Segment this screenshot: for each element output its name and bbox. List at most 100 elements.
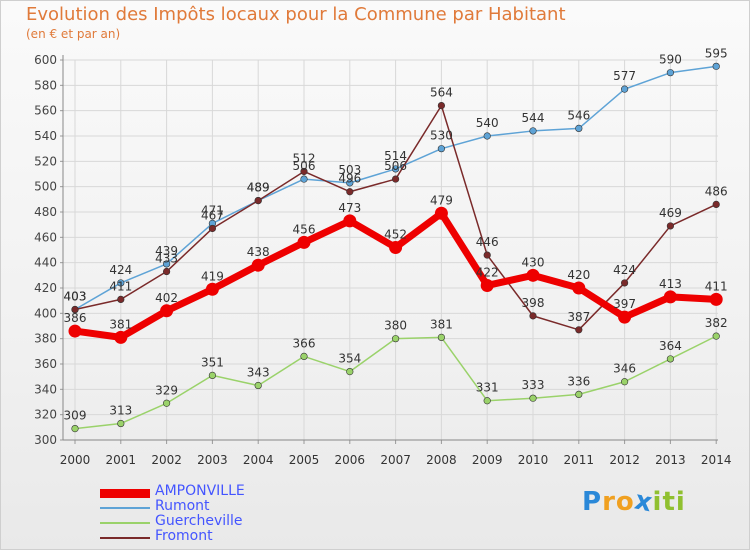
data-label-fromont: 489 [247,181,270,195]
data-label-fromont: 496 [338,172,361,186]
x-tick-label: 2000 [60,453,91,467]
data-point-amponville [663,290,677,304]
data-point-guercheville [254,381,262,390]
data-point-amponville [68,324,82,338]
data-label-amponville: 402 [155,291,178,305]
data-point-fromont [117,295,125,304]
data-label-rumont: 514 [384,149,407,163]
data-point-guercheville [666,355,675,363]
data-label-rumont: 540 [476,116,499,130]
data-point-rumont [575,124,583,132]
data-point-amponville [572,281,586,295]
legend-swatch [100,488,150,498]
data-point-rumont [483,132,491,140]
data-label-amponville: 420 [567,268,590,282]
x-tick-label: 2007 [380,453,411,467]
data-label-fromont: 387 [567,310,590,324]
data-label-fromont: 486 [705,184,728,198]
data-point-guercheville [117,419,125,428]
data-label-fromont: 403 [64,290,87,304]
data-label-fromont: 564 [430,86,453,100]
data-point-amponville [343,214,357,228]
data-point-fromont [575,326,583,334]
data-point-fromont [392,175,400,183]
data-label-guercheville: 333 [522,378,545,392]
data-point-fromont [71,305,79,314]
data-label-rumont: 489 [247,181,270,195]
data-label-guercheville: 364 [659,339,682,353]
y-tick-label: 480 [34,205,57,219]
data-label-fromont: 469 [659,206,682,220]
data-point-guercheville [392,335,400,343]
data-label-guercheville: 382 [705,316,728,330]
data-label-fromont: 506 [384,159,407,173]
data-label-fromont: 446 [476,235,499,249]
legend-swatch [100,537,150,539]
chart-subtitle: (en € et par an) [26,27,121,41]
data-point-amponville [114,330,128,344]
data-label-amponville: 456 [293,222,316,236]
data-point-rumont [163,260,171,268]
data-label-guercheville: 380 [384,319,407,333]
data-label-amponville: 473 [338,201,361,215]
data-label-rumont: 590 [659,53,682,67]
x-tick-label: 2008 [426,453,457,467]
data-point-guercheville [712,332,720,340]
legend-swatch [100,522,150,524]
x-tick-label: 2005 [289,453,320,467]
y-tick-label: 560 [34,104,57,118]
data-label-guercheville: 313 [109,404,132,418]
data-label-amponville: 411 [705,279,728,293]
data-label-fromont: 398 [522,296,545,310]
data-point-rumont [620,85,629,93]
data-point-amponville [251,258,265,272]
brand-letter: t [662,487,676,517]
data-label-guercheville: 366 [293,336,316,350]
y-tick-label: 460 [34,230,57,244]
x-tick-label: 2003 [197,453,228,467]
data-label-guercheville: 329 [155,383,178,397]
data-point-guercheville [300,352,308,361]
data-point-amponville [160,304,174,318]
data-point-guercheville [346,368,354,376]
legend-swatch [100,507,150,509]
data-label-guercheville: 346 [613,362,636,376]
data-point-amponville [389,240,403,254]
data-label-amponville: 422 [476,265,499,279]
y-tick-label: 360 [34,357,57,371]
data-label-rumont: 577 [613,69,636,83]
x-tick-label: 2004 [243,453,274,467]
data-point-rumont [529,127,537,135]
chart-title: Evolution des Impôts locaux pour la Comm… [26,4,566,25]
legend-label: Guercheville [155,513,243,529]
legend-label: AMPONVILLE [155,483,245,499]
data-point-guercheville [208,371,216,380]
y-tick-label: 420 [34,281,57,295]
data-point-fromont [208,224,216,233]
data-point-fromont [254,197,262,205]
brand-letter: i [652,487,663,517]
data-point-fromont [483,251,491,259]
data-label-rumont: 544 [522,111,545,125]
data-point-rumont [117,279,125,287]
data-point-fromont [437,101,446,110]
data-point-amponville [480,278,494,292]
y-tick-label: 340 [34,382,57,396]
data-label-guercheville: 331 [476,381,499,395]
data-point-fromont [529,312,537,320]
data-label-amponville: 381 [109,317,132,331]
data-point-amponville [434,206,448,220]
data-label-amponville: 413 [659,277,682,291]
data-label-guercheville: 343 [247,366,270,380]
data-label-guercheville: 354 [338,352,361,366]
x-tick-label: 2006 [335,453,366,467]
x-tick-label: 2011 [564,453,595,467]
data-point-guercheville [71,425,79,433]
data-label-guercheville: 381 [430,317,453,331]
data-label-fromont: 512 [293,151,316,165]
x-tick-label: 2001 [106,453,137,467]
data-label-rumont: 439 [155,244,178,258]
y-tick-label: 320 [34,408,57,422]
x-tick-label: 2012 [609,453,640,467]
data-label-rumont: 503 [338,163,361,177]
